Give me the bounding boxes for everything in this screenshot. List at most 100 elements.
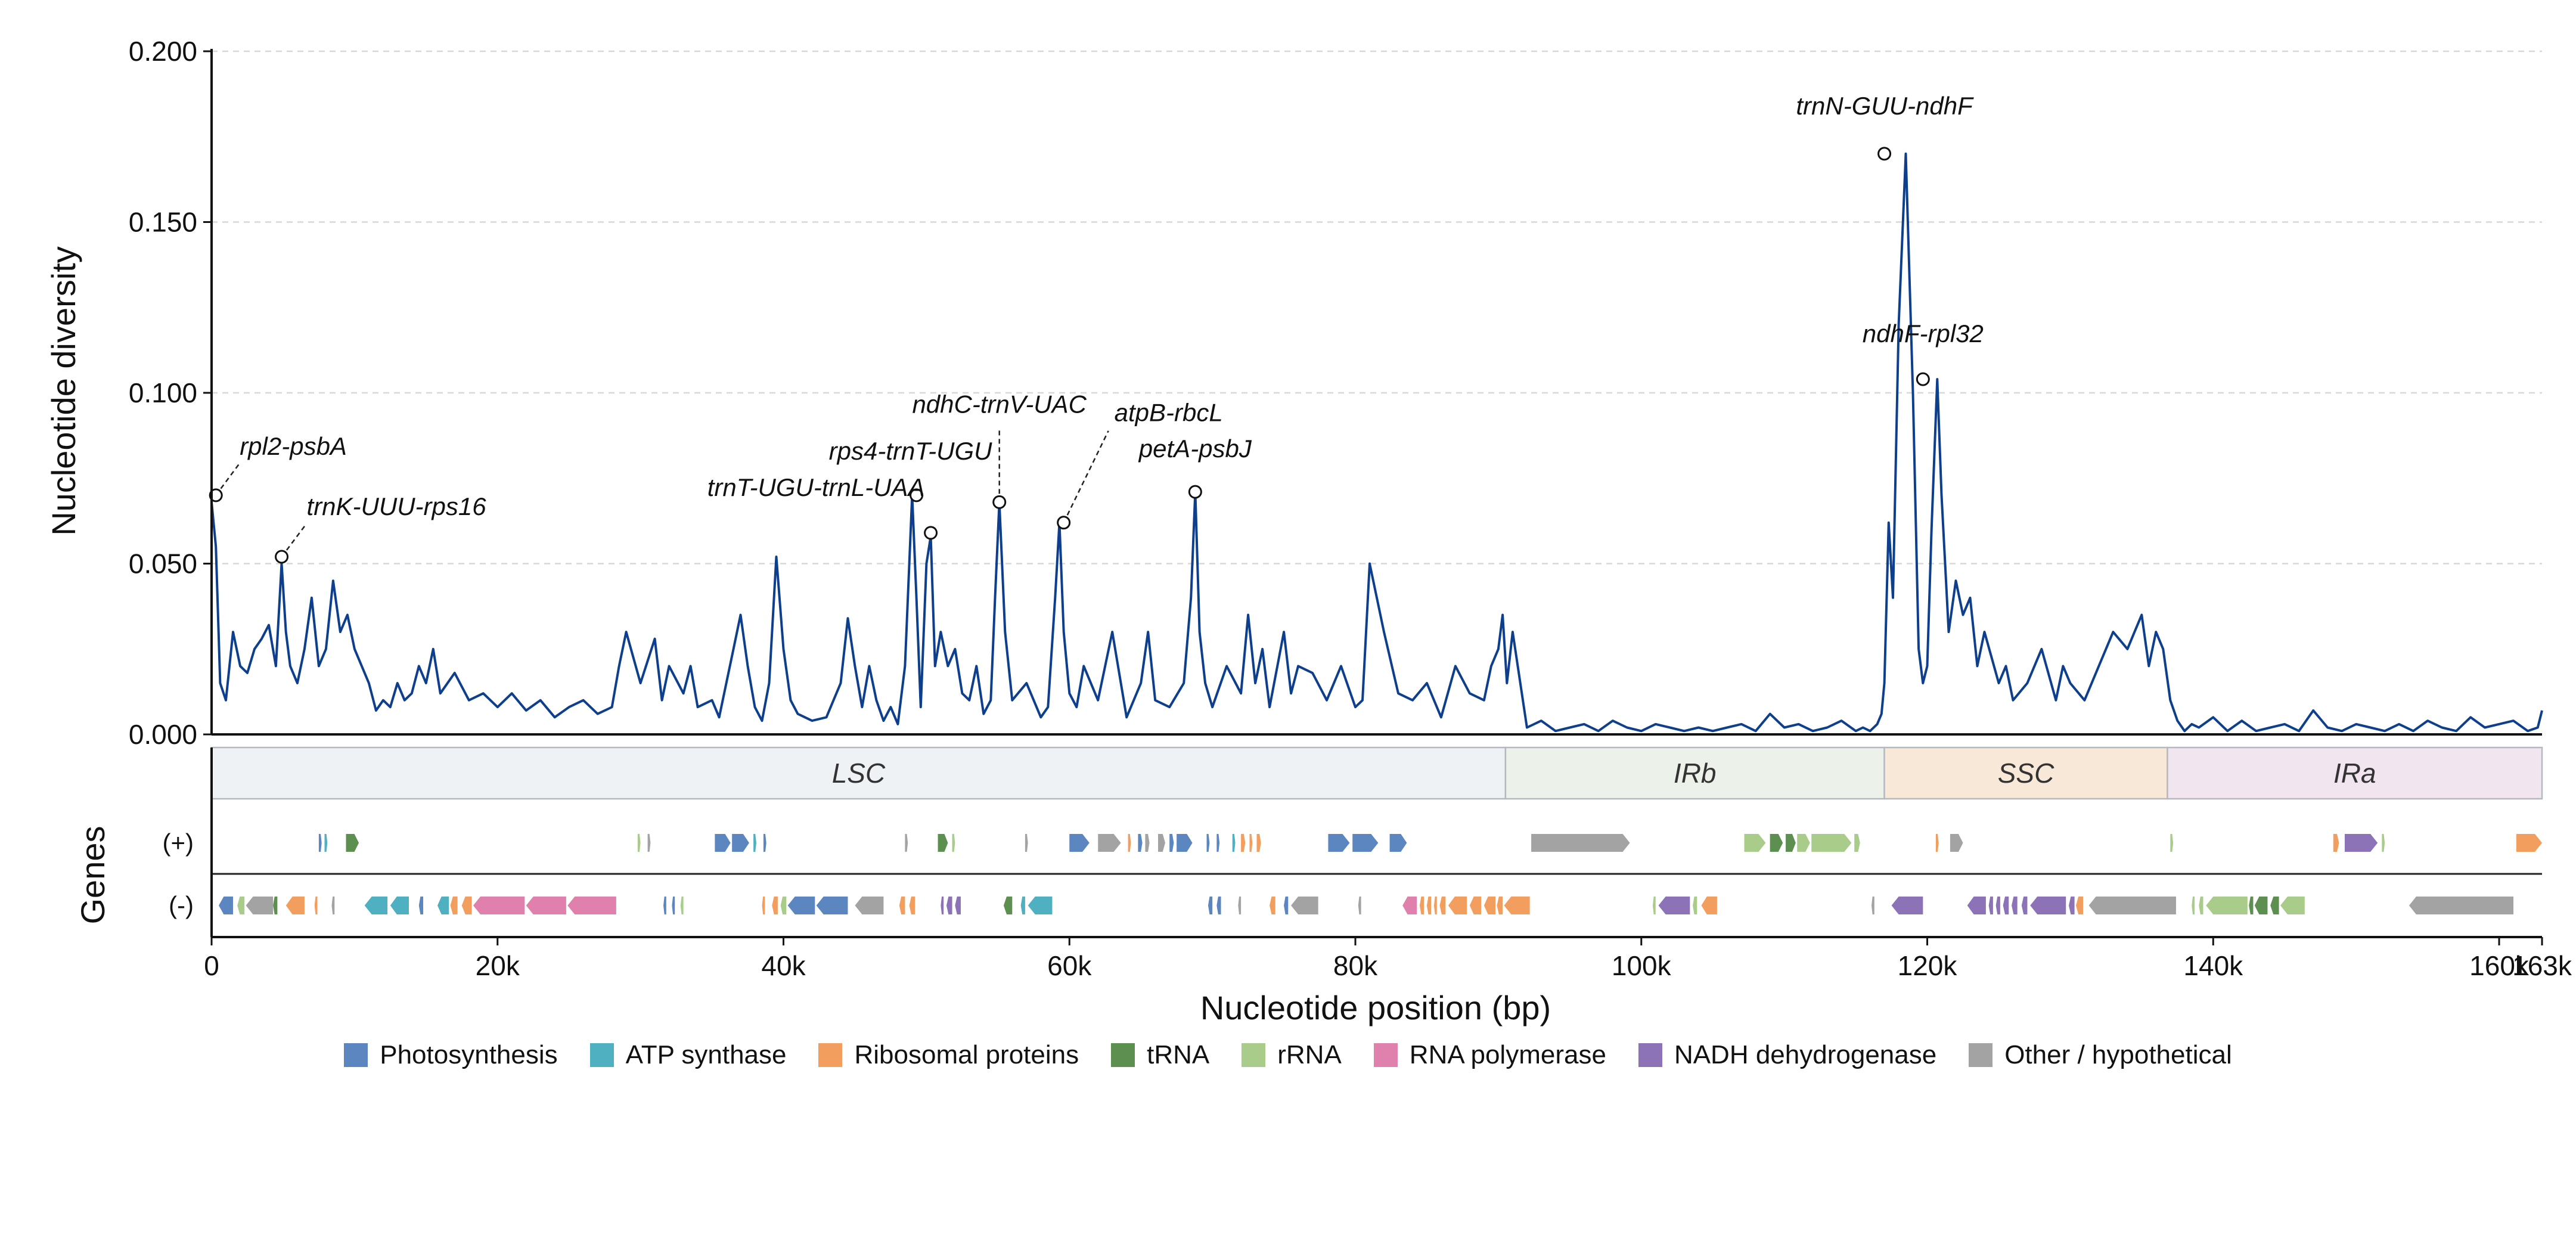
gene-photo (1169, 834, 1174, 852)
gene-other (1145, 834, 1150, 852)
gene-photo (663, 897, 666, 914)
x-axis-title: Nucleotide position (bp) (1200, 989, 1551, 1026)
peak-marker (992, 495, 1007, 509)
gene-ndh (1988, 897, 1993, 914)
gene-ribo (1128, 834, 1131, 852)
gene-ribo (1448, 897, 1467, 914)
gene-atp (1232, 834, 1236, 852)
gene-photo (1177, 834, 1193, 852)
gene-trna (2254, 897, 2268, 914)
legend-label: tRNA (1147, 1040, 1210, 1069)
gene-trna (1770, 834, 1783, 852)
gene-other (1871, 897, 1874, 914)
legend-swatch (818, 1043, 843, 1067)
gene-ndh (1658, 897, 1690, 914)
gene-photo (1284, 897, 1289, 914)
gene-rrna (1652, 897, 1656, 914)
gene-other (1291, 897, 1318, 914)
gene-rrna (2192, 897, 2195, 914)
gene-other (647, 834, 651, 852)
y-gridlines (212, 50, 2542, 565)
legend-label: Photosynthesis (380, 1040, 558, 1069)
peak-marker (910, 488, 924, 503)
legend-swatch (589, 1043, 614, 1067)
gene-other (1025, 834, 1028, 852)
peak-marker (275, 550, 289, 564)
y-tick-label: 0.200 (129, 36, 197, 67)
strand-label-minus: (-) (169, 891, 194, 919)
gene-photo (1069, 834, 1090, 852)
gene-photo (787, 897, 815, 914)
gene-ndh (2344, 834, 2378, 852)
gene-rrna (1693, 897, 1697, 914)
x-tick-label: 60k (1047, 950, 1092, 981)
gene-rrna (2206, 897, 2248, 914)
gene-photo (816, 897, 848, 914)
gene-other (1157, 834, 1165, 852)
gene-photo (1138, 834, 1143, 852)
gene-ribo (1249, 834, 1253, 852)
gene-photo (218, 897, 233, 914)
legend-label: NADH dehydrogenase (1674, 1040, 1937, 1069)
legend-item: RNA polymerase (1373, 1040, 1606, 1070)
y-tick-label: 0.050 (129, 548, 197, 579)
gene-ribo (1483, 897, 1496, 914)
gene-rrna (1854, 834, 1860, 852)
gene-ribo (1256, 834, 1261, 852)
gene-ribo (1426, 897, 1432, 914)
legend-item: tRNA (1111, 1040, 1209, 1070)
peak-annotations: rpl2-psbA trnK-UUU-rps16 rps4-trnT-UGU trnT… (209, 92, 1984, 564)
gene-ribo (772, 897, 778, 914)
legend-item: Ribosomal proteins (818, 1040, 1079, 1070)
legend-swatch (1242, 1043, 1266, 1067)
gene-rrna (237, 897, 245, 914)
gene-ndh (2030, 897, 2066, 914)
gene-track (212, 834, 2542, 914)
legend-swatch (1969, 1043, 1993, 1067)
legend-label: rRNA (1277, 1040, 1342, 1069)
peak-marker (1877, 147, 1892, 161)
gene-trna (938, 834, 948, 852)
peak-marker (1916, 372, 1930, 386)
legend-swatch (1373, 1043, 1398, 1067)
gene-trna (1003, 897, 1013, 914)
gene-atp (324, 834, 328, 852)
gene-ribo (1935, 834, 1939, 852)
legend-item: Other / hypothetical (1969, 1040, 2232, 1070)
gene-trna (346, 834, 359, 852)
gene-rrna (952, 834, 955, 852)
gene-trna (1786, 834, 1796, 852)
gene-photo (1216, 897, 1221, 914)
gene-other (855, 897, 884, 914)
legend-swatch (1638, 1043, 1662, 1067)
peak-label: ndhF-rpl32 (1863, 320, 1984, 348)
gene-rrna (1811, 834, 1852, 852)
gene-ribo (2076, 897, 2083, 914)
region-ssc (1883, 746, 2168, 800)
gene-ribo (314, 897, 318, 914)
region-ira (2167, 746, 2543, 800)
region-label: IRa (2333, 758, 2376, 789)
gene-rnap (473, 897, 525, 914)
gene-other (2409, 897, 2514, 914)
gene-other (1950, 834, 1963, 852)
gene-atp (1028, 897, 1053, 914)
gene-ndh (946, 897, 952, 914)
gene-rrna (1797, 834, 1810, 852)
peak-marker (1057, 516, 1071, 530)
gene-other (331, 897, 335, 914)
gene-photo (318, 834, 322, 852)
gene-ribo (1504, 897, 1530, 914)
gene-rnap (1402, 897, 1417, 914)
diversity-line (210, 152, 2543, 733)
gene-ndh (1995, 897, 2000, 914)
x-tick-label: 80k (1333, 950, 1378, 981)
annotation-leader (215, 463, 241, 496)
gene-ribo (450, 897, 458, 914)
gene-other (1098, 834, 1121, 852)
gene-ribo (1701, 897, 1717, 914)
gene-atp (437, 897, 449, 914)
annotation-leader (281, 523, 308, 557)
legend-item: rRNA (1242, 1040, 1342, 1070)
gene-ndh (2003, 897, 2009, 914)
